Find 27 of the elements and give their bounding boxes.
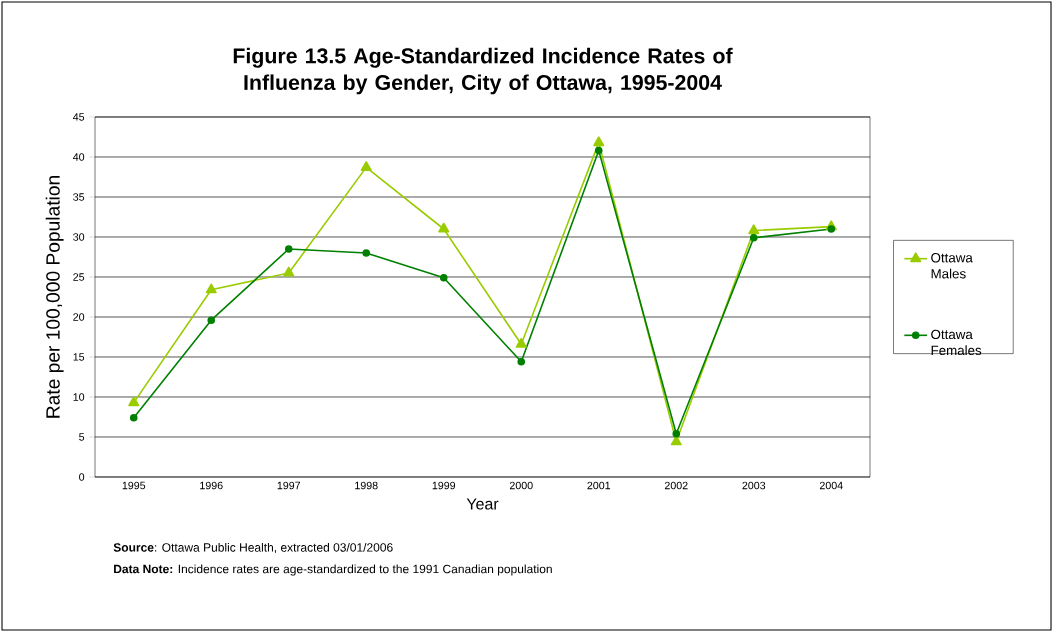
y-axis-title: Rate per 100,000 Population [45,176,64,418]
chart-title: Figure 13.5 Age-Standardized Incidence Rates of Influenza by Gender, City of Ottawa, 1995-2004 [233,47,733,95]
legend-label: Ottawa Females [931,329,982,356]
y-tick-label: 45 [72,113,85,121]
y-tick-label: 15 [73,353,85,361]
y-tick-label: 25 [73,273,85,281]
y-tick-label: 0 [79,473,85,481]
x-tick-label: 1998 [355,481,378,490]
text: Source: Ottawa Public Health, extracted 03/01/2006 [113,542,393,554]
x-tick-label: 2004 [819,481,843,490]
x-tick-label: 1996 [200,481,223,490]
x-tick-label: 1995 [122,481,146,490]
y-tick-label: 20 [73,313,85,321]
x-tick-label: 2003 [742,481,766,490]
x-tick-label: 1999 [432,481,456,490]
x-tick-label: 2000 [509,481,533,490]
text: Data Note: Incidence rates are age-standardized to the 1991 Canadian population [114,564,552,576]
y-tick-label: 5 [79,433,85,441]
legend-label: Ottawa Males [931,253,973,279]
x-tick-label: 2002 [664,481,688,490]
x-tick-label: 2001 [587,481,611,490]
y-tick-label: 10 [73,393,85,401]
y-tick-label: 35 [73,193,85,201]
y-tick-label: 30 [73,233,85,241]
x-tick-label: 1997 [277,481,301,490]
y-tick-label: 40 [72,153,85,161]
x-axis-title: Year [466,498,499,510]
